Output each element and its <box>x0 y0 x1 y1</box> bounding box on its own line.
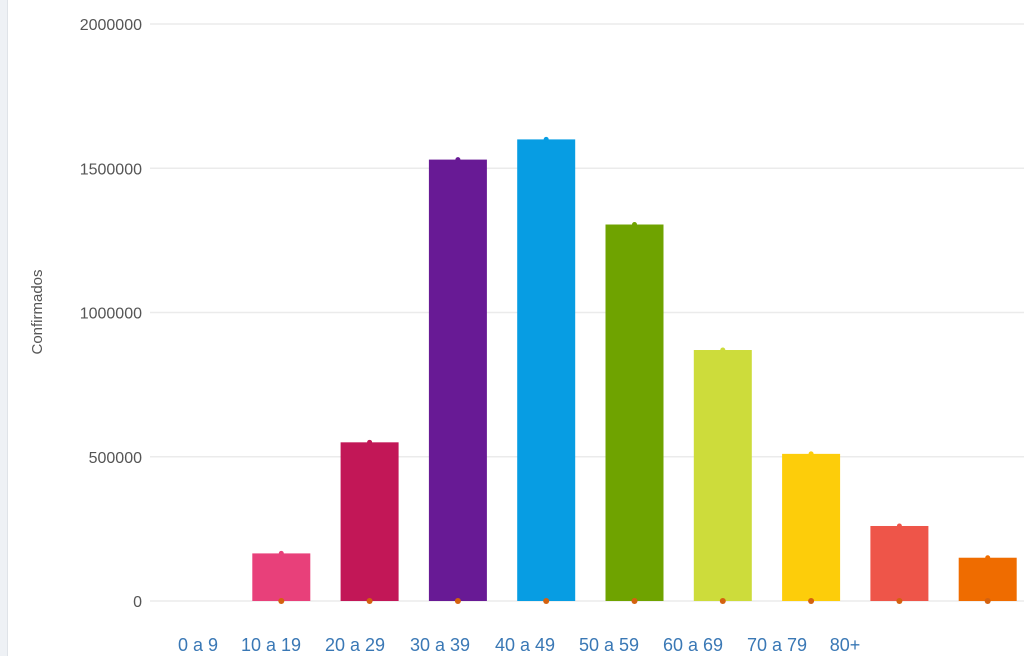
bar[interactable] <box>605 224 664 601</box>
bar-top-marker <box>896 523 902 529</box>
baseline-marker <box>278 598 285 604</box>
bar-top-marker <box>278 550 284 556</box>
y-tick-label: 500000 <box>89 450 142 467</box>
bar[interactable] <box>870 525 929 601</box>
y-tick-label: 1000000 <box>80 306 142 323</box>
bar-top-marker <box>720 347 726 353</box>
x-tick-label: 30 a 39 <box>410 635 470 655</box>
bar[interactable] <box>252 553 311 601</box>
baseline-marker <box>543 598 550 604</box>
x-tick-label: 40 a 49 <box>495 635 555 655</box>
bar-top-marker <box>543 136 549 142</box>
grid-layer <box>150 23 1024 602</box>
panel-left-border <box>0 0 8 656</box>
x-tick-label: 0 a 9 <box>178 635 218 655</box>
bar-top-marker <box>455 157 461 163</box>
baseline-marker <box>366 598 373 604</box>
x-tick-label: 10 a 19 <box>241 635 301 655</box>
bar-top-marker <box>808 451 814 457</box>
baseline-marker <box>896 598 903 604</box>
y-tick-label: 0 <box>133 594 142 611</box>
bar[interactable] <box>517 139 576 601</box>
bar[interactable] <box>782 453 841 601</box>
bar-top-marker <box>632 222 637 228</box>
bars-layer <box>252 136 1017 604</box>
baseline-marker <box>719 598 726 604</box>
bar-top-marker <box>367 439 373 445</box>
baseline-marker <box>631 598 638 604</box>
bar[interactable] <box>958 557 1017 601</box>
x-tick-label: 60 a 69 <box>663 635 723 655</box>
x-tick-label: 70 a 79 <box>747 635 807 655</box>
y-axis-ticks: 0 500000 1000000 1500000 2000000 <box>80 17 142 611</box>
y-tick-label: 1500000 <box>80 161 142 178</box>
bar-top-marker <box>985 555 991 561</box>
bar[interactable] <box>340 442 399 601</box>
x-tick-label: 50 a 59 <box>579 635 639 655</box>
baseline-marker <box>808 598 815 604</box>
y-tick-label: 2000000 <box>80 17 142 34</box>
x-tick-label: 20 a 29 <box>325 635 385 655</box>
bar[interactable] <box>693 350 752 601</box>
baseline-marker <box>984 598 991 604</box>
x-axis-ticks: 0 a 9 10 a 19 20 a 29 30 a 39 40 a 49 50 a 59… <box>178 635 860 655</box>
baseline-marker <box>454 598 461 604</box>
x-tick-label: 80+ <box>830 635 861 655</box>
y-axis-label: Confirmados <box>29 269 46 354</box>
bar[interactable] <box>428 159 487 601</box>
